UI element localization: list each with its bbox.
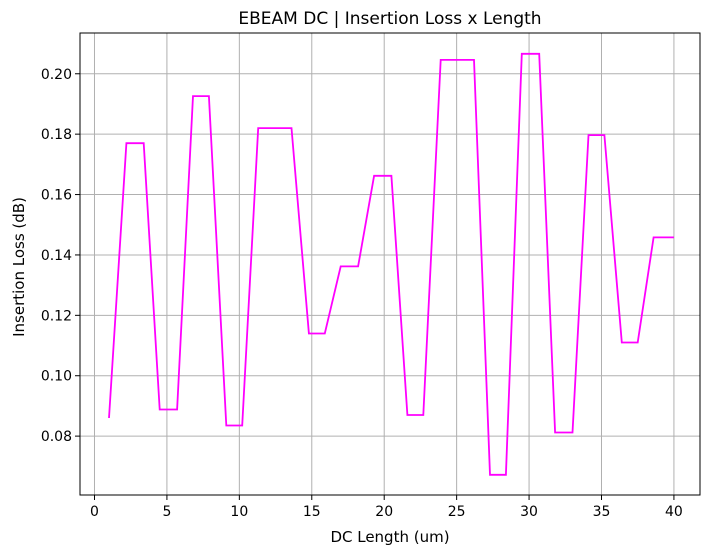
x-tick-label: 30	[520, 504, 538, 520]
x-tick-label: 0	[90, 504, 99, 520]
x-axis: 0 5 10 15 20 25 30 35 40	[90, 495, 683, 520]
x-tick-label: 25	[448, 504, 466, 520]
chart-title: EBEAM DC | Insertion Loss x Length	[238, 9, 541, 29]
y-axis: 0.08 0.10 0.12 0.14 0.16 0.18 0.20	[41, 67, 80, 445]
y-tick-label: 0.16	[41, 188, 72, 204]
x-axis-label: DC Length (um)	[330, 528, 449, 546]
y-tick-label: 0.08	[41, 429, 72, 445]
grid	[80, 33, 700, 495]
x-tick-label: 40	[665, 504, 683, 520]
x-tick-label: 10	[230, 504, 248, 520]
plot-area-frame	[79, 32, 701, 496]
y-tick-label: 0.20	[41, 67, 72, 83]
y-tick-label: 0.12	[41, 308, 72, 324]
y-tick-label: 0.14	[41, 248, 72, 264]
x-tick-label: 5	[162, 504, 171, 520]
x-tick-label: 15	[303, 504, 321, 520]
y-tick-label: 0.18	[41, 127, 72, 143]
series-line	[108, 52, 674, 476]
x-tick-label: 20	[375, 504, 393, 520]
y-tick-label: 0.10	[41, 369, 72, 385]
y-axis-label: Insertion Loss (dB)	[10, 197, 28, 337]
x-tick-label: 35	[593, 504, 611, 520]
